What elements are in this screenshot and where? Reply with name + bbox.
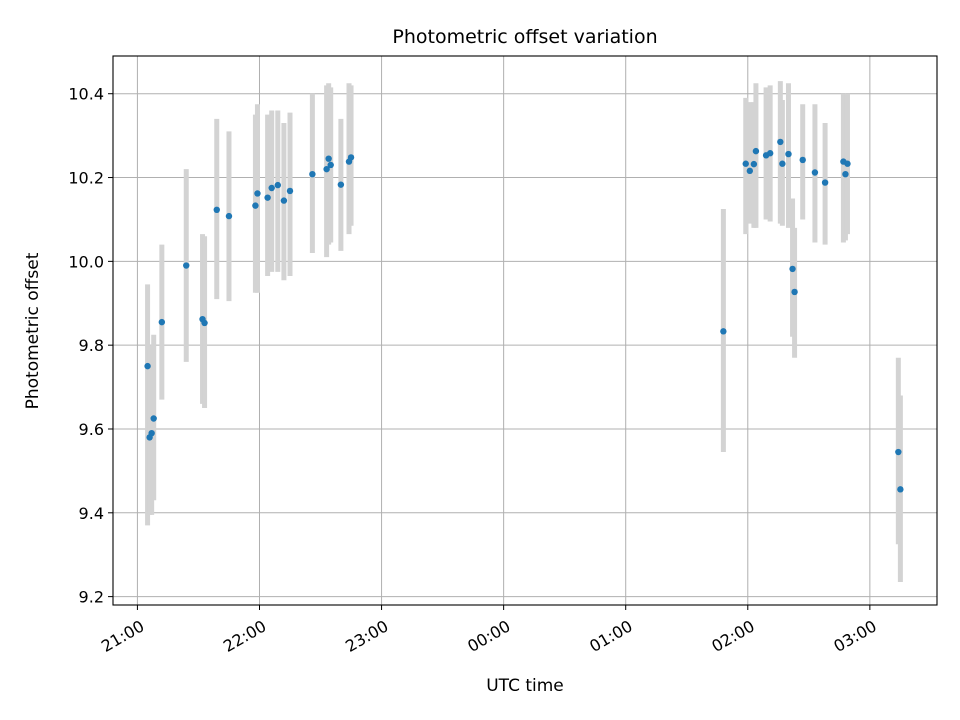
- data-point: [842, 170, 849, 178]
- data-point: [766, 150, 774, 157]
- data-point: [201, 319, 208, 327]
- data-point: [720, 328, 727, 335]
- grid-lines: [113, 56, 937, 605]
- data-point: [252, 202, 259, 209]
- data-point: [325, 155, 332, 162]
- data-point: [327, 161, 334, 169]
- y-tick-label: 9.6: [79, 420, 104, 439]
- data-point: [323, 165, 330, 173]
- data-point: [844, 160, 851, 167]
- y-tick-label: 9.4: [79, 504, 104, 523]
- data-point: [750, 160, 758, 168]
- data-point: [274, 181, 281, 189]
- data-point: [746, 167, 754, 175]
- y-tick-label: 10.2: [68, 169, 104, 188]
- y-tick-label: 10.4: [68, 85, 104, 104]
- data-point: [264, 194, 271, 201]
- data-point: [183, 262, 190, 269]
- data-point: [811, 169, 819, 176]
- y-tick-label: 10.0: [68, 252, 104, 271]
- data-point: [286, 187, 294, 195]
- data-point: [337, 181, 345, 188]
- data-point: [779, 160, 786, 167]
- y-tick-label: 9.8: [79, 336, 104, 355]
- plot-frame: [112, 55, 938, 606]
- chart-title: Photometric offset variation: [392, 26, 657, 48]
- data-point: [897, 486, 904, 493]
- data-point: [752, 147, 760, 155]
- y-tick-label: 9.2: [79, 588, 104, 607]
- data-point: [895, 448, 902, 456]
- data-point: [225, 212, 233, 220]
- data-point: [148, 429, 155, 437]
- data-point: [158, 318, 166, 326]
- data-point: [785, 150, 792, 158]
- data-point: [280, 197, 288, 204]
- data-point: [213, 206, 220, 214]
- data-point: [144, 362, 151, 370]
- data-point: [821, 179, 829, 186]
- data-point: [789, 265, 796, 273]
- data-point: [150, 415, 157, 422]
- data-point: [347, 154, 355, 161]
- data-point: [777, 138, 784, 146]
- y-axis-title: Photometric offset: [23, 252, 43, 409]
- x-axis-title: UTC time: [486, 676, 564, 696]
- data-point: [791, 288, 798, 296]
- data-points: [144, 138, 904, 493]
- data-point: [799, 156, 806, 164]
- data-point: [742, 160, 749, 167]
- data-point: [268, 184, 275, 192]
- data-point: [309, 170, 316, 178]
- data-point: [254, 190, 261, 197]
